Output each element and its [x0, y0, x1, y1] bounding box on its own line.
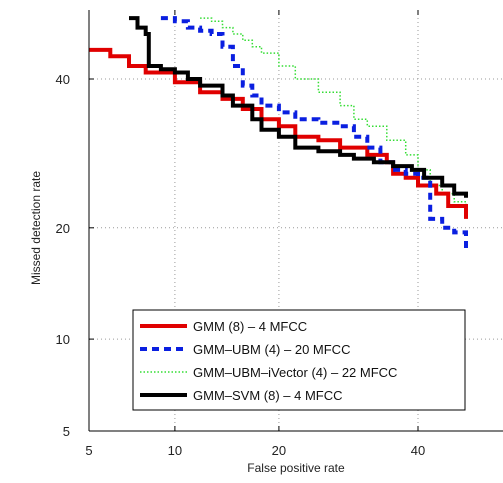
legend-label: GMM (8) – 4 MFCC [193, 319, 307, 334]
y-tick-label: 20 [56, 221, 70, 236]
ticks: 5 10 20 40 5 10 20 40 [56, 10, 425, 458]
x-tick-label: 20 [272, 443, 286, 458]
y-tick-label: 5 [63, 424, 70, 439]
x-tick-label: 10 [168, 443, 182, 458]
y-tick-label: 40 [56, 72, 70, 87]
axes [88, 10, 503, 432]
y-axis-label: Missed detection rate [29, 171, 43, 285]
legend-label: GMM–SVM (8) – 4 MFCC [193, 388, 343, 403]
series-lines [89, 16, 468, 252]
legend-label: GMM–UBM (4) – 20 MFCC [193, 342, 350, 357]
x-tick-label: 5 [85, 443, 92, 458]
legend: GMM (8) – 4 MFCC GMM–UBM (4) – 20 MFCC GMM… [132, 309, 466, 411]
series-line [160, 16, 468, 252]
legend-box [132, 309, 466, 411]
series-line [200, 17, 467, 206]
x-axis-label: False positive rate [247, 461, 345, 475]
series-line [129, 16, 468, 198]
y-tick-label: 10 [56, 332, 70, 347]
x-tick-label: 40 [411, 443, 425, 458]
legend-label: GMM–UBM–iVector (4) – 22 MFCC [193, 365, 397, 380]
